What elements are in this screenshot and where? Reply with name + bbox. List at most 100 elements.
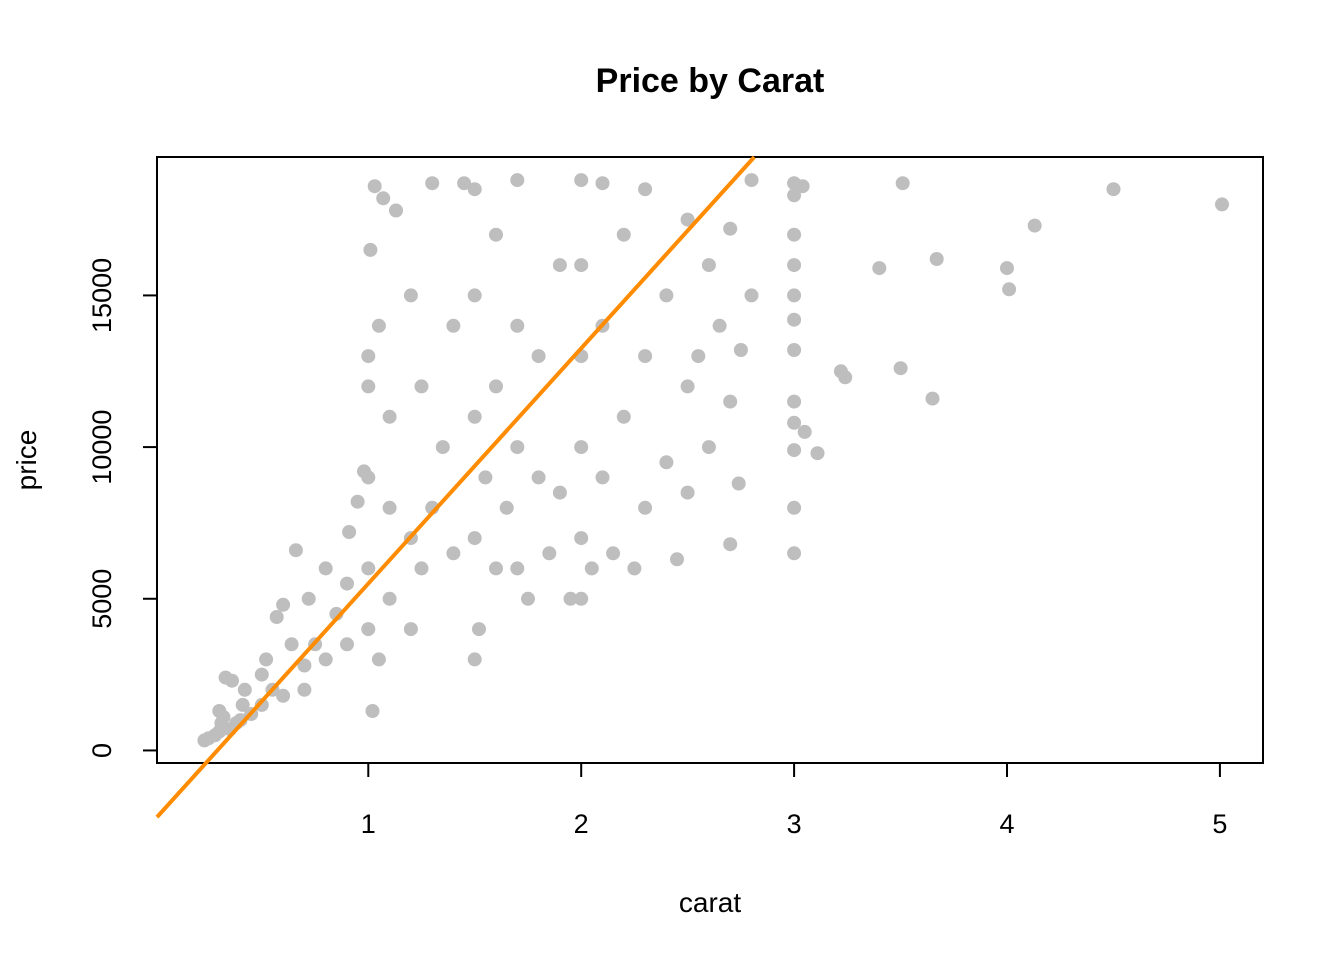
data-point: [467, 531, 482, 546]
data-point: [542, 546, 557, 561]
regression-line: [155, 155, 756, 819]
data-point: [787, 288, 802, 303]
data-point: [365, 704, 380, 718]
data-point: [731, 476, 746, 491]
data-point: [499, 500, 514, 515]
y-axis-label: price: [11, 430, 42, 491]
data-point: [723, 394, 738, 409]
data-point: [489, 561, 503, 576]
data-point: [574, 440, 589, 455]
data-point: [680, 485, 695, 500]
data-point: [895, 176, 910, 191]
data-point: [382, 591, 397, 606]
data-point: [574, 531, 589, 546]
data-point: [382, 409, 397, 424]
x-axis: 1 2 3 4 5: [361, 762, 1227, 839]
data-point: [446, 318, 461, 333]
data-point: [361, 470, 376, 485]
data-point: [435, 440, 450, 455]
data-point: [574, 173, 589, 188]
data-point: [521, 591, 535, 606]
data-point: [627, 561, 642, 576]
data-point: [371, 652, 386, 667]
data-point: [318, 652, 333, 667]
data-point: [787, 343, 802, 357]
data-point: [472, 622, 486, 637]
data-point: [382, 500, 397, 515]
x-tick-label: 1: [361, 809, 376, 839]
data-point: [638, 182, 653, 197]
data-point: [259, 652, 274, 667]
x-tick-label: 3: [787, 809, 802, 839]
data-point: [467, 288, 482, 303]
data-point: [361, 349, 376, 364]
data-point: [284, 637, 299, 652]
data-point: [810, 446, 825, 461]
data-point: [638, 500, 653, 515]
x-tick-label: 4: [999, 809, 1014, 839]
x-tick-label: 5: [1212, 809, 1227, 839]
data-point: [838, 370, 853, 385]
data-point: [489, 227, 503, 242]
data-point: [616, 409, 631, 424]
data-point: [235, 697, 250, 712]
data-point: [1027, 218, 1042, 233]
data-point: [659, 288, 674, 303]
data-point: [510, 561, 525, 576]
data-point: [787, 227, 802, 242]
data-point: [929, 252, 944, 266]
data-point: [1000, 261, 1014, 276]
data-point: [254, 697, 269, 712]
data-point: [787, 443, 802, 458]
data-point: [787, 500, 802, 515]
data-point: [276, 597, 291, 612]
x-tick-label: 2: [574, 809, 589, 839]
data-point: [403, 622, 418, 637]
chart-title: Price by Carat: [596, 62, 825, 100]
data-point: [457, 176, 472, 191]
data-point: [361, 561, 376, 576]
data-point: [723, 221, 738, 236]
data-point: [371, 318, 386, 333]
data-point: [733, 343, 748, 357]
data-point: [659, 455, 674, 470]
data-point: [467, 182, 482, 197]
data-point: [510, 173, 525, 188]
data-point: [584, 561, 599, 576]
data-point: [616, 227, 631, 242]
data-point: [787, 312, 802, 327]
data-point: [680, 212, 695, 227]
data-point: [425, 176, 440, 191]
data-point: [212, 704, 227, 718]
data-point: [595, 176, 610, 191]
data-point: [269, 610, 284, 624]
data-point: [467, 652, 482, 667]
data-point: [276, 688, 291, 703]
data-point: [797, 424, 812, 439]
data-point: [1106, 182, 1121, 197]
data-point: [361, 379, 376, 394]
data-point: [701, 440, 716, 455]
data-point: [446, 546, 461, 561]
data-point: [318, 561, 333, 576]
data-point: [787, 188, 802, 203]
data-point: [574, 258, 589, 273]
y-tick-label: 5000: [87, 569, 117, 629]
data-point: [563, 591, 578, 606]
y-axis: 0 5000 10000 15000: [87, 258, 158, 758]
data-point: [510, 318, 525, 333]
data-point: [510, 440, 525, 455]
data-point: [787, 258, 802, 273]
y-tick-label: 0: [87, 743, 117, 758]
data-point: [670, 552, 684, 567]
data-point: [680, 379, 695, 394]
x-axis-label: carat: [679, 887, 741, 918]
data-point: [340, 576, 354, 591]
data-point: [237, 682, 252, 697]
data-point: [225, 673, 239, 688]
data-point: [574, 591, 589, 606]
data-point: [414, 379, 429, 394]
data-point: [414, 561, 429, 576]
data-point: [361, 622, 376, 637]
